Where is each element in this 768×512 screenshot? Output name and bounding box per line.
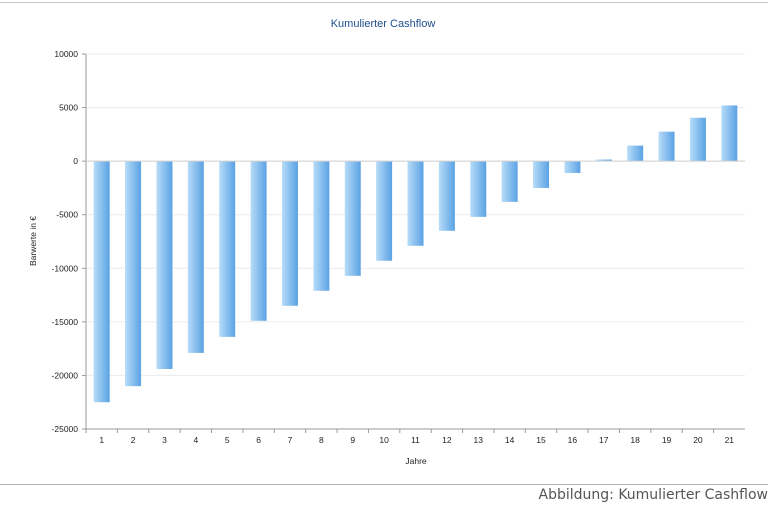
bar-8 [313,161,330,291]
y-tick-labels: 10000 5000 0 -5000 -10000 -15000 -20000 -25000 [52,49,86,434]
x-tick-label: 6 [256,435,261,445]
y-tick-label: 10000 [54,49,78,59]
x-tick-label: 4 [193,435,198,445]
bar-13 [470,161,487,217]
x-tick-label: 19 [662,435,672,445]
x-tick-label: 7 [288,435,293,445]
bar-10 [376,161,393,261]
bars [93,105,738,403]
bar-9 [344,161,361,276]
chart-title: Kumulierter Cashflow [331,18,436,30]
bar-17 [595,159,612,162]
figure-caption: Abbildung: Kumulierter Cashflow [538,487,768,503]
x-tick-label: 12 [442,435,452,445]
y-tick-label: 5000 [59,103,78,113]
y-axis-title: Barwerte in € [28,216,38,266]
bar-12 [438,161,455,231]
bar-14 [501,161,518,202]
y-tick-label: -20000 [52,370,79,380]
bar-19 [658,131,675,162]
x-tick-label: 1 [99,435,104,445]
bar-4 [187,161,204,353]
x-tick-label: 8 [319,435,324,445]
bar-16 [564,161,581,173]
caption-rule [0,484,768,485]
axes [85,54,745,430]
bar-15 [533,161,550,188]
x-tick-label: 2 [131,435,136,445]
x-tick-label: 15 [536,435,546,445]
y-tick-label: -15000 [52,317,79,327]
x-tick-label: 18 [630,435,640,445]
x-tick-label: 16 [568,435,578,445]
bar-11 [407,161,424,246]
bar-18 [627,145,644,162]
x-tick-label: 17 [599,435,609,445]
bar-chart: Kumulierter Cashflow 10000 5000 0 -5000 -100… [28,18,745,466]
x-tick-label: 11 [411,435,420,445]
bar-3 [156,161,173,369]
x-tick-labels: 1 2 3 4 5 6 7 8 9 10 11 12 13 14 15 16 17 18 19 20 21 [85,429,735,445]
bar-5 [219,161,236,337]
x-tick-label: 10 [379,435,389,445]
bar-21 [721,105,738,162]
top-rule [0,2,768,3]
x-tick-label: 13 [474,435,484,445]
x-tick-label: 9 [350,435,355,445]
y-tick-label: -10000 [52,263,79,273]
bar-2 [125,161,142,387]
y-tick-label: 0 [73,156,78,166]
x-tick-label: 21 [725,435,735,445]
bar-6 [250,161,267,321]
x-axis-title: Jahre [405,456,427,466]
x-tick-label: 3 [162,435,167,445]
y-tick-label: -5000 [56,210,78,220]
y-tick-label: -25000 [52,424,79,434]
bar-7 [281,161,298,306]
x-tick-label: 5 [225,435,230,445]
bar-20 [689,117,706,162]
x-tick-label: 20 [693,435,703,445]
bar-1 [93,161,110,403]
x-tick-label: 14 [505,435,515,445]
